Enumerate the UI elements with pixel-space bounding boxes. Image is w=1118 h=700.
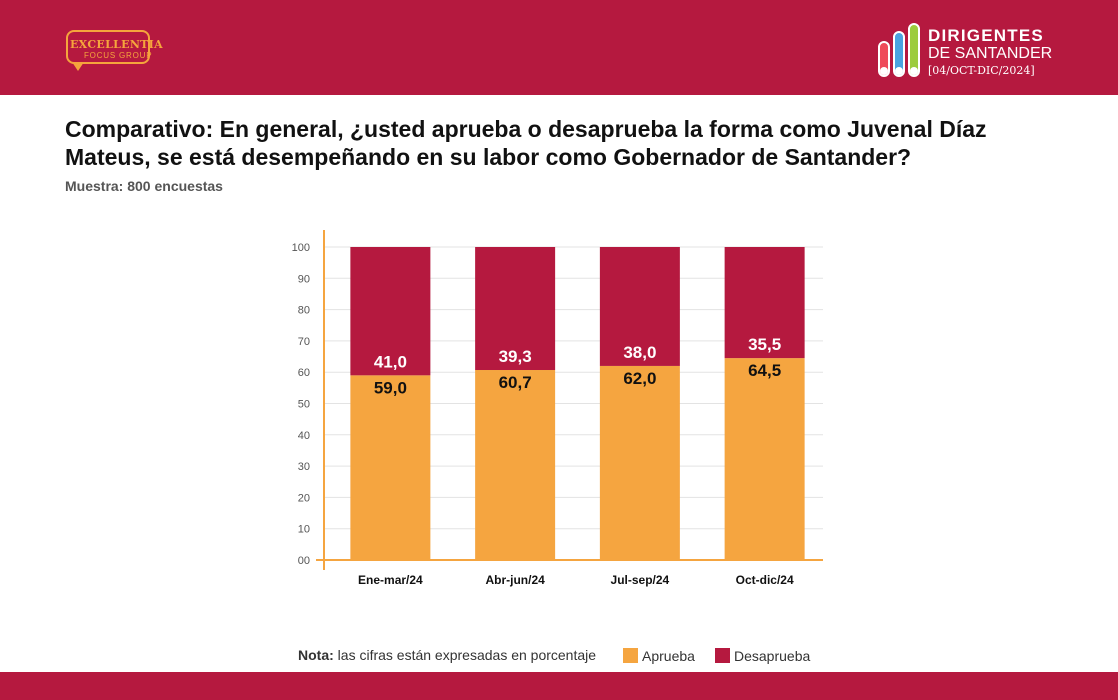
x-tick-label: Jul-sep/24 xyxy=(611,573,670,587)
logo-title-line2: DE SANTANDER xyxy=(928,45,1053,62)
speech-bubble-icon xyxy=(66,30,150,64)
bar-approve xyxy=(350,375,431,560)
y-tick-label: 30 xyxy=(298,461,310,473)
y-tick-label: 100 xyxy=(292,242,310,254)
logo-period: [04/OCT-DIC/2024] xyxy=(928,64,1035,77)
data-label-approve: 60,7 xyxy=(499,373,532,392)
footnote-text: las cifras están expresadas en porcentaj… xyxy=(337,647,597,663)
logo-brand-text: EXCELLENTIA xyxy=(70,38,163,51)
y-tick-label: 40 xyxy=(298,430,310,442)
y-tick-label: 80 xyxy=(298,305,310,317)
pill-icon-green xyxy=(908,23,920,77)
legend-swatch-approve xyxy=(623,648,638,663)
x-tick-label: Abr-jun/24 xyxy=(485,573,545,587)
bar-disapprove xyxy=(475,247,556,371)
footer-bar xyxy=(0,672,1118,700)
sample-size: Muestra: 800 encuestas xyxy=(65,178,223,194)
bar-approve xyxy=(475,370,556,560)
data-label-approve: 59,0 xyxy=(374,378,407,397)
bar-disapprove xyxy=(724,247,805,359)
y-tick-label: 60 xyxy=(298,367,310,379)
footnote-label: Nota: xyxy=(298,647,334,663)
page-title: Comparativo: En general, ¿usted aprueba … xyxy=(65,116,987,170)
excellentia-logo: EXCELLENTIA FOCUS GROUP xyxy=(66,30,163,76)
data-label-approve: 62,0 xyxy=(623,369,656,388)
bar-disapprove xyxy=(350,247,431,376)
stacked-bar-chart: 00 10 20 30 40 50 60 70 80 90 100 59,0 41,0 Ene-mar/2… xyxy=(292,230,823,587)
legend-swatch-disapprove xyxy=(715,648,730,663)
y-tick-label: 20 xyxy=(298,492,310,504)
legend-label-disapprove: Desaprueba xyxy=(734,648,811,664)
data-label-approve: 64,5 xyxy=(748,361,781,380)
y-tick-label: 00 xyxy=(298,555,310,567)
pill-icon-blue xyxy=(893,31,905,77)
x-tick-label: Oct-dic/24 xyxy=(736,573,794,587)
bar-disapprove xyxy=(599,247,680,366)
logo-title-line1: DIRIGENTES xyxy=(928,26,1044,45)
y-tick-label: 70 xyxy=(298,336,310,348)
legend-label-approve: Aprueba xyxy=(642,648,695,664)
dirigentes-logo: DIRIGENTES DE SANTANDER [04/OCT-DIC/2024… xyxy=(876,20,1076,80)
data-label-disapprove: 41,0 xyxy=(374,352,407,371)
y-tick-label: 90 xyxy=(298,273,310,285)
legend-item-approve: Aprueba xyxy=(623,648,695,664)
data-label-disapprove: 35,5 xyxy=(748,335,781,354)
bar-approve xyxy=(724,358,805,560)
data-label-disapprove: 38,0 xyxy=(623,343,656,362)
y-tick-label: 50 xyxy=(298,399,310,411)
footnote: Nota: las cifras están expresadas en por… xyxy=(298,647,596,663)
logo-sub-text: FOCUS GROUP xyxy=(84,51,153,60)
header-bar xyxy=(0,0,1118,95)
legend-item-disapprove: Desaprueba xyxy=(715,648,810,664)
bar-approve xyxy=(599,365,680,560)
x-tick-label: Ene-mar/24 xyxy=(358,573,423,587)
data-label-disapprove: 39,3 xyxy=(499,347,532,366)
y-tick-label: 10 xyxy=(298,524,310,536)
